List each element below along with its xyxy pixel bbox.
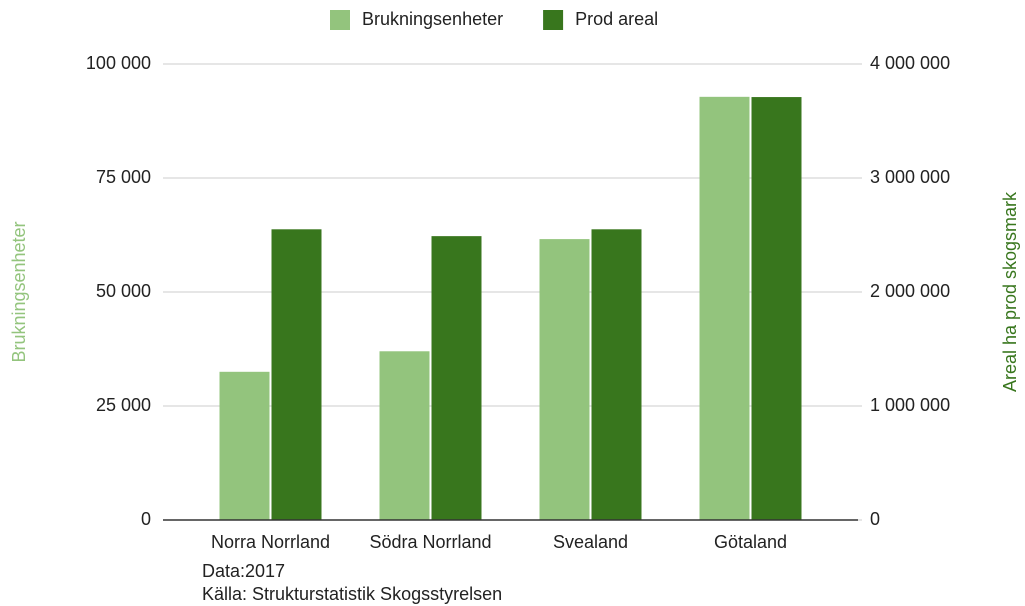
y2-tick-label: 1 000 000 xyxy=(870,395,950,415)
bar xyxy=(699,96,750,520)
y-tick-label: 0 xyxy=(141,509,151,529)
y-tick-label: 75 000 xyxy=(96,167,151,187)
y-axis-title: Brukningsenheter xyxy=(9,221,29,362)
bar xyxy=(751,97,802,520)
y2-tick-label: 3 000 000 xyxy=(870,167,950,187)
x-tick-label: Södra Norrland xyxy=(369,532,491,552)
y2-tick-label: 2 000 000 xyxy=(870,281,950,301)
y2-axis-title: Areal ha prod skogsmark xyxy=(1000,191,1020,392)
bar xyxy=(219,371,270,520)
y-tick-label: 100 000 xyxy=(86,53,151,73)
y2-tick-label: 4 000 000 xyxy=(870,53,950,73)
bar xyxy=(591,229,642,521)
bar xyxy=(539,239,590,520)
y-tick-label: 50 000 xyxy=(96,281,151,301)
annotation: Källa: Strukturstatistik Skogsstyrelsen xyxy=(202,584,502,604)
bar xyxy=(431,236,482,520)
legend-label: Brukningsenheter xyxy=(362,9,503,29)
annotation: Data:2017 xyxy=(202,561,285,581)
legend-label: Prod areal xyxy=(575,9,658,29)
y-tick-label: 25 000 xyxy=(96,395,151,415)
bar xyxy=(271,229,322,521)
x-tick-label: Götaland xyxy=(714,532,787,552)
legend-swatch xyxy=(543,10,564,30)
legend-swatch xyxy=(330,10,350,30)
x-tick-label: Svealand xyxy=(553,532,628,552)
y2-tick-label: 0 xyxy=(870,509,880,529)
x-tick-label: Norra Norrland xyxy=(211,532,330,552)
bar xyxy=(379,351,430,520)
